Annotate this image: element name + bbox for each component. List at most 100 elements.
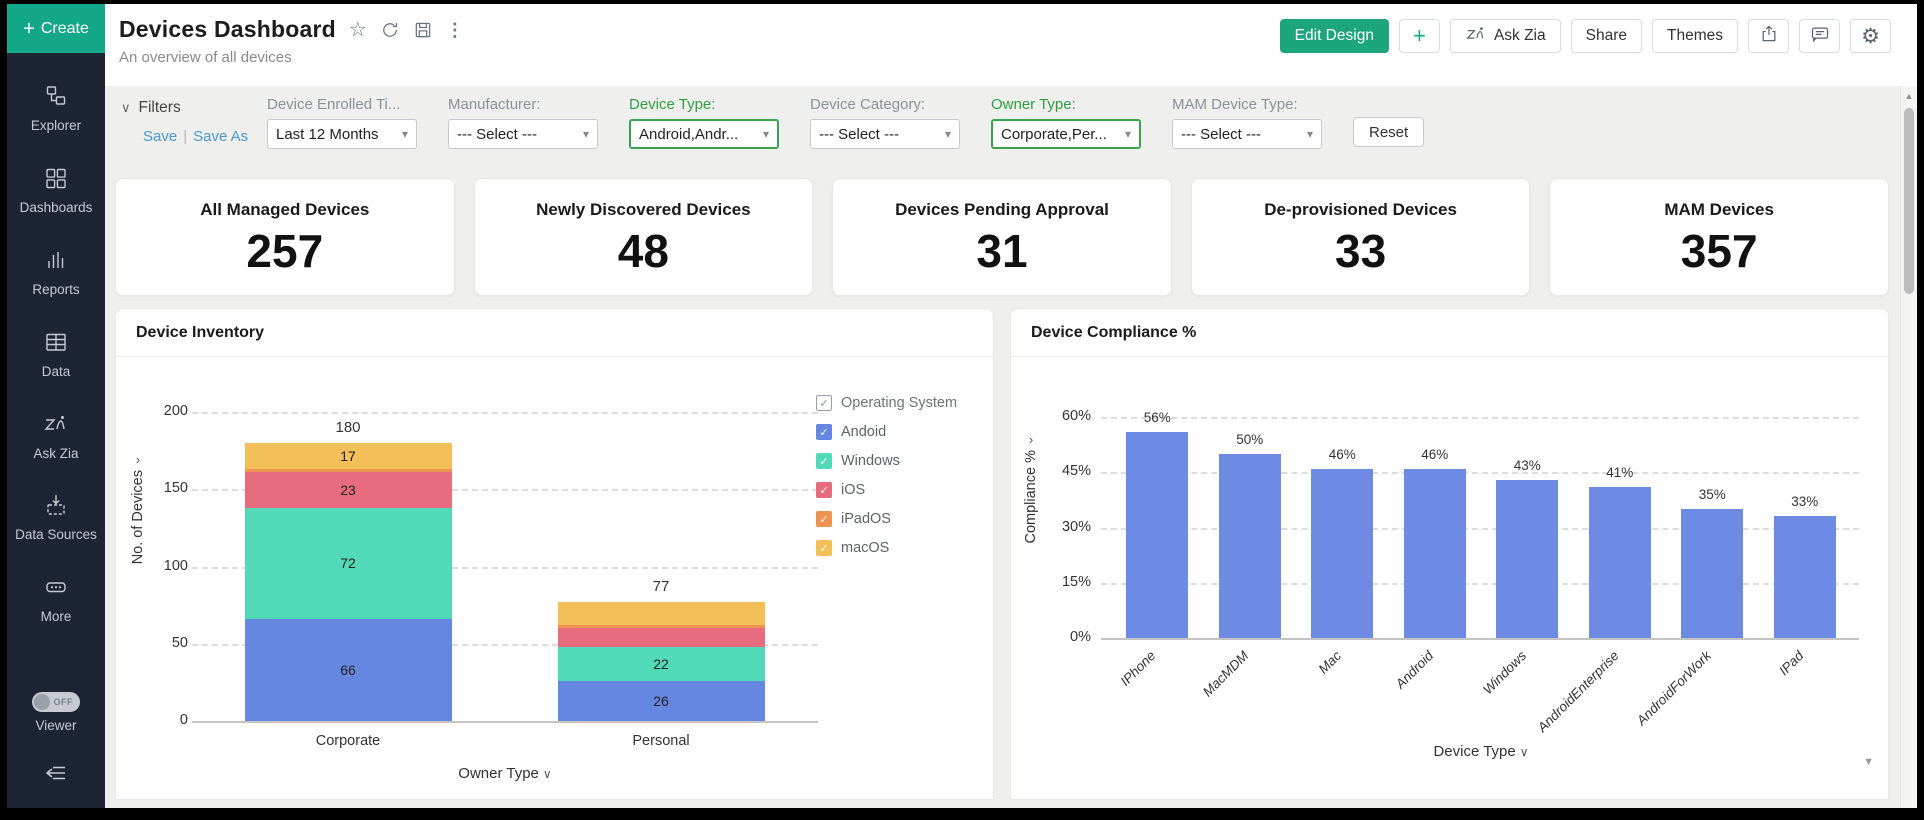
refresh-icon[interactable] <box>380 20 400 40</box>
x-axis-title[interactable]: Device Type ∨ <box>1111 743 1851 760</box>
sidebar-item-data-sources[interactable]: Data Sources <box>9 493 103 544</box>
legend-title-row[interactable]: ✓ Operating System <box>816 395 957 411</box>
compliance-bar-androidenterprise[interactable] <box>1588 486 1651 638</box>
sidebar-item-more[interactable]: More <box>9 575 103 626</box>
bar-segment-ipados[interactable] <box>557 625 765 629</box>
scrollbar-thumb[interactable] <box>1904 108 1914 294</box>
owner-type-select[interactable]: Corporate,Per... ▾ <box>991 119 1141 149</box>
bar-segment-macos[interactable] <box>557 602 765 626</box>
x-tick-label: Windows <box>1479 648 1529 698</box>
collapse-sidebar-icon[interactable] <box>43 761 69 790</box>
viewer-block: OFF Viewer <box>7 692 105 735</box>
compliance-bar-ipad[interactable] <box>1773 516 1836 638</box>
dashboards-icon <box>44 166 68 195</box>
bar-segment-ios[interactable] <box>557 628 765 647</box>
legend-item-andoid[interactable]: ✓ Andoid <box>816 424 957 440</box>
export-button[interactable] <box>1748 19 1789 53</box>
y-axis-title[interactable]: › No. of Devices <box>130 452 146 564</box>
export-icon <box>1759 24 1779 49</box>
add-widget-button[interactable]: + <box>1398 19 1440 53</box>
kpi-card-all-managed-devices[interactable]: All Managed Devices 257 <box>115 178 455 296</box>
settings-button[interactable]: ⚙ <box>1850 19 1891 53</box>
x-tick-label: AndroidForWork <box>1633 648 1714 729</box>
bar-segment-windows[interactable]: 22 <box>557 646 765 681</box>
filter-device-category: Device Category: --- Select --- ▾ <box>810 96 960 149</box>
filters-toggle[interactable]: ∨ Filters <box>121 99 267 117</box>
kpi-label: MAM Devices <box>1664 200 1774 219</box>
kpi-card-de-provisioned-devices[interactable]: De-provisioned Devices 33 <box>1190 178 1531 296</box>
bar-segment-andoid[interactable]: 66 <box>244 619 452 721</box>
kpi-card-newly-discovered-devices[interactable]: Newly Discovered Devices 48 <box>473 178 814 296</box>
comments-button[interactable] <box>1799 19 1840 53</box>
x-tick-label: MacMDM <box>1199 648 1252 700</box>
x-axis-line <box>1101 638 1859 640</box>
edit-design-label: Edit Design <box>1294 27 1374 44</box>
compliance-bar-macmdm[interactable] <box>1218 453 1281 638</box>
device-category-select[interactable]: --- Select --- ▾ <box>810 119 960 149</box>
sidebar-item-dashboards[interactable]: Dashboards <box>9 166 103 217</box>
page-scrollbar[interactable]: ▲ <box>1900 86 1917 808</box>
bar-segment-andoid[interactable]: 26 <box>557 680 765 721</box>
sidebar-item-ask-zia[interactable]: Ask Zia <box>9 412 103 463</box>
bar-segment-macos[interactable]: 17 <box>244 442 452 470</box>
bar-segment-ipados[interactable] <box>244 469 452 473</box>
checkbox-checked-icon: ✓ <box>816 424 832 440</box>
kpi-card-mam-devices[interactable]: MAM Devices 357 <box>1549 178 1889 296</box>
segment-value-label: 66 <box>340 662 356 678</box>
kpi-value: 48 <box>617 225 669 277</box>
sidebar-item-reports[interactable]: Reports <box>9 248 103 299</box>
mam-device-type-select[interactable]: --- Select --- ▾ <box>1172 119 1322 149</box>
toggle-state-label: OFF <box>53 697 73 708</box>
legend-item-label: iOS <box>841 482 866 498</box>
zia-logo-icon <box>1465 24 1487 49</box>
filter-device-type: Device Type: Android,Andr... ▾ <box>629 96 779 149</box>
more-options-kebab-icon[interactable]: ⋮ <box>445 19 464 40</box>
save-icon[interactable] <box>413 20 433 40</box>
compliance-bar-androidforwork[interactable] <box>1681 509 1744 638</box>
legend-item-windows[interactable]: ✓ Windows <box>816 453 957 469</box>
legend-item-label: iPadOS <box>841 511 891 527</box>
legend-title: Operating System <box>841 395 958 411</box>
manufacturer-select[interactable]: --- Select --- ▾ <box>448 119 598 149</box>
sidebar-item-data[interactable]: Data <box>9 330 103 381</box>
filter-owner-type: Owner Type: Corporate,Per... ▾ <box>991 96 1141 149</box>
bar-segment-ios[interactable]: 23 <box>244 472 452 508</box>
compliance-bar-mac[interactable] <box>1311 468 1374 638</box>
save-filters-link[interactable]: Save <box>143 128 178 145</box>
compliance-bar-windows[interactable] <box>1496 479 1559 638</box>
share-button[interactable]: Share <box>1570 19 1642 53</box>
legend-item-ipados[interactable]: ✓ iPadOS <box>816 511 957 527</box>
themes-label: Themes <box>1667 27 1723 44</box>
create-button[interactable]: + Create <box>7 4 105 53</box>
filter-label: MAM Device Type: <box>1172 96 1298 113</box>
y-axis-title[interactable]: › Compliance % <box>1023 432 1039 544</box>
segment-value-label: 17 <box>340 448 356 465</box>
favorite-star-icon[interactable]: ☆ <box>348 18 367 41</box>
scroll-down-arrow-icon[interactable]: ▼ <box>1863 756 1874 768</box>
sidebar: + Create Explorer Dashboards Reports Dat… <box>7 4 105 808</box>
x-tick-label: IPad <box>1776 648 1807 679</box>
device-type-select[interactable]: Android,Andr... ▾ <box>629 119 779 149</box>
legend-item-macos[interactable]: ✓ macOS <box>816 540 957 556</box>
themes-button[interactable]: Themes <box>1652 19 1738 53</box>
kpi-card-devices-pending-approval[interactable]: Devices Pending Approval 31 <box>832 178 1172 296</box>
x-axis-title[interactable]: Owner Type ∨ <box>192 765 818 782</box>
scroll-up-arrow-icon[interactable]: ▲ <box>1904 91 1914 101</box>
save-as-filters-link[interactable]: Save As <box>193 128 249 145</box>
kpi-label: Newly Discovered Devices <box>536 200 751 219</box>
compliance-bar-android[interactable] <box>1403 468 1466 638</box>
device-enrolled-time-select[interactable]: Last 12 Months ▾ <box>267 119 417 149</box>
edit-design-button[interactable]: Edit Design <box>1279 19 1389 53</box>
compliance-bar-iphone[interactable] <box>1126 431 1189 638</box>
segment-value-label: 22 <box>653 655 669 672</box>
reset-filters-button[interactable]: Reset <box>1353 117 1425 147</box>
legend-item-ios[interactable]: ✓ iOS <box>816 482 957 498</box>
bar-value-label: 43% <box>1513 457 1541 473</box>
sidebar-item-explorer[interactable]: Explorer <box>9 84 103 135</box>
x-tick-label: Mac <box>1315 648 1344 677</box>
zia-icon <box>43 412 69 441</box>
viewer-toggle[interactable]: OFF <box>32 692 80 713</box>
bar-segment-windows[interactable]: 72 <box>244 507 452 620</box>
ask-zia-button[interactable]: Ask Zia <box>1449 19 1561 53</box>
sidebar-item-label: Ask Zia <box>33 445 79 461</box>
